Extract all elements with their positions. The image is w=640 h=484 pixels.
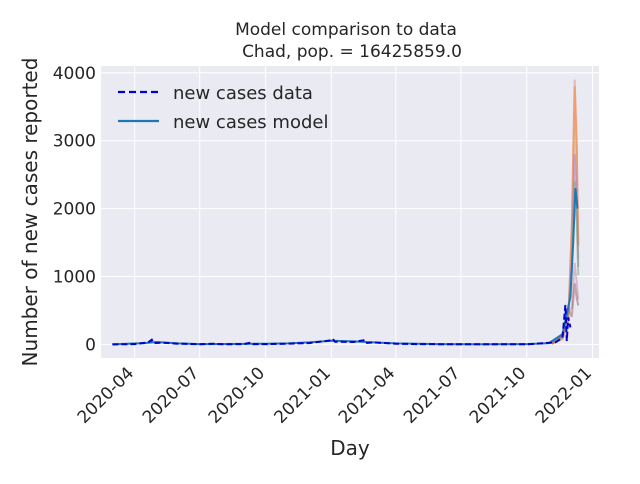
x-tick-label: 2021-04 [335, 363, 399, 427]
x-tick-label: 2021-07 [400, 363, 464, 427]
x-tick-label: 2021-10 [466, 363, 530, 427]
y-tick-label: 3000 [53, 132, 96, 152]
y-tick-label: 4000 [53, 64, 96, 84]
y-tick-label: 2000 [53, 200, 96, 220]
legend: new cases data new cases model [118, 83, 328, 133]
grid [101, 66, 599, 358]
ensemble-run [551, 86, 580, 345]
legend-label-model: new cases model [173, 112, 328, 133]
y-axis-label: Number of new cases reported [18, 58, 42, 367]
x-tick-label: 2022-01 [532, 363, 596, 427]
ensemble-run [551, 79, 580, 345]
x-tick-label: 2020-10 [205, 363, 269, 427]
y-tick-labels: 0 1000 2000 3000 4000 [53, 64, 96, 356]
x-tick-label: 2021-01 [271, 363, 335, 427]
y-tick-label: 0 [85, 335, 96, 355]
legend-label-data: new cases data [173, 83, 313, 104]
x-axis-label: Day [330, 436, 370, 460]
x-tick-labels: 2020-04 2020-07 2020-10 2021-01 2021-04 2021-… [74, 363, 596, 427]
plot-area [101, 66, 599, 358]
x-tick-label: 2020-07 [139, 363, 203, 427]
series-line [112, 188, 579, 346]
chart-subtitle: Chad, pop. = 16425859.0 [242, 42, 462, 62]
chart-title: Model comparison to data [235, 20, 457, 40]
series-line [112, 304, 572, 346]
y-tick-label: 1000 [53, 268, 96, 288]
series-lines [112, 188, 579, 346]
x-tick-label: 2020-04 [74, 363, 138, 427]
ensemble-run [551, 127, 580, 345]
